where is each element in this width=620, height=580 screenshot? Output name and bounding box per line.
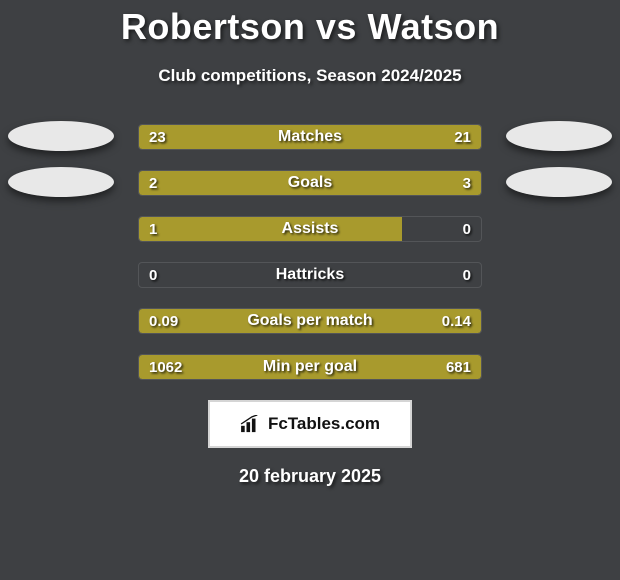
page-title: Robertson vs Watson bbox=[0, 0, 620, 48]
stat-row-goals-per-match: 0.09 Goals per match 0.14 bbox=[138, 308, 482, 334]
bar-right bbox=[348, 355, 481, 379]
bar-right bbox=[272, 309, 481, 333]
stat-row-hattricks: 0 Hattricks 0 bbox=[138, 262, 482, 288]
stat-row-assists: 1 Assists 0 bbox=[138, 216, 482, 242]
stat-row-matches: 23 Matches 21 bbox=[138, 124, 482, 150]
bar-left bbox=[139, 217, 402, 241]
stat-row-min-per-goal: 1062 Min per goal 681 bbox=[138, 354, 482, 380]
team-left-ellipse bbox=[8, 167, 114, 197]
bar-left bbox=[139, 355, 348, 379]
date-label: 20 february 2025 bbox=[0, 466, 620, 487]
stat-value-right: 0 bbox=[463, 263, 471, 287]
team-right-ellipse bbox=[506, 121, 612, 151]
stat-row-goals: 2 Goals 3 bbox=[138, 170, 482, 196]
bar-right bbox=[276, 171, 481, 195]
bar-left bbox=[139, 309, 272, 333]
team-right-ellipse bbox=[506, 167, 612, 197]
source-logo-text: FcTables.com bbox=[268, 414, 380, 434]
stat-value-left: 0 bbox=[149, 263, 157, 287]
bar-right bbox=[317, 125, 481, 149]
source-logo: FcTables.com bbox=[208, 400, 412, 448]
stat-value-right: 0 bbox=[463, 217, 471, 241]
page-subtitle: Club competitions, Season 2024/2025 bbox=[0, 66, 620, 86]
bar-chart-icon bbox=[240, 415, 262, 433]
stat-label: Hattricks bbox=[139, 263, 481, 287]
team-left-ellipse bbox=[8, 121, 114, 151]
comparison-infographic: Robertson vs Watson Club competitions, S… bbox=[0, 0, 620, 580]
bar-left bbox=[139, 125, 317, 149]
chart-area: 23 Matches 21 2 Goals 3 1 Assists 0 0 Ha… bbox=[0, 124, 620, 487]
bar-left bbox=[139, 171, 276, 195]
